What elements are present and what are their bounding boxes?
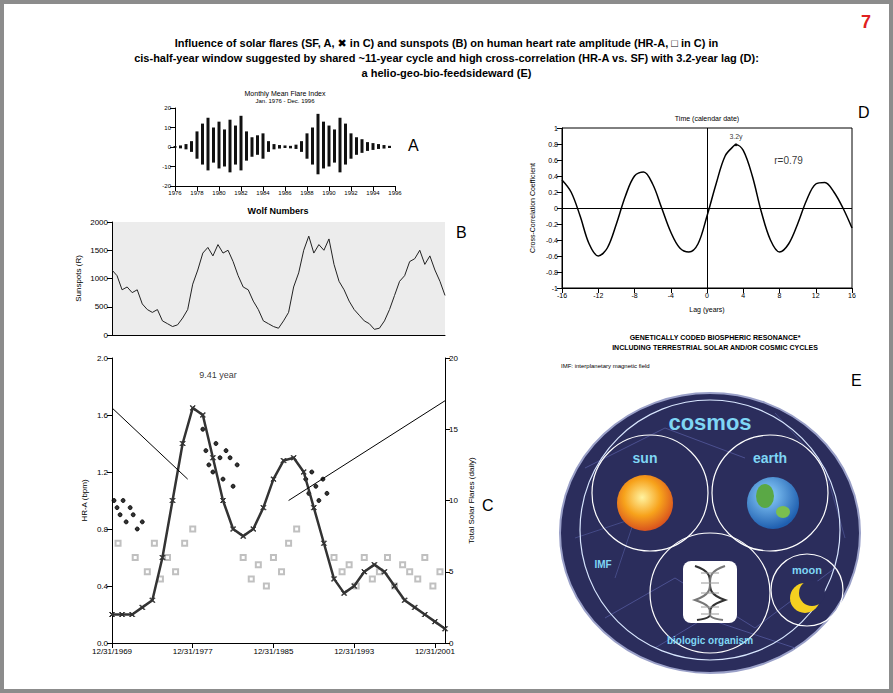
svg-text:1992: 1992: [344, 190, 358, 196]
svg-text:0: 0: [104, 331, 109, 340]
svg-text:0.4: 0.4: [97, 582, 109, 591]
svg-text:-16: -16: [557, 292, 567, 299]
svg-text:1.6: 1.6: [97, 411, 109, 420]
svg-text:12/31/1969: 12/31/1969: [92, 647, 133, 656]
svg-text:A: A: [408, 137, 419, 154]
svg-text:IMF: interplanetary magnetic f: IMF: interplanetary magnetic field: [561, 363, 650, 369]
svg-text:500: 500: [95, 302, 109, 311]
svg-text:2000: 2000: [90, 218, 108, 227]
svg-text:12/31/1985: 12/31/1985: [253, 647, 294, 656]
svg-text:10: 10: [164, 125, 171, 131]
svg-text:16: 16: [848, 292, 856, 299]
svg-text:1996: 1996: [388, 190, 402, 196]
svg-text:D: D: [858, 104, 870, 121]
svg-text:-0.4: -0.4: [546, 237, 558, 244]
svg-text:20: 20: [164, 105, 171, 111]
svg-text:1986: 1986: [278, 190, 292, 196]
svg-text:cosmos: cosmos: [668, 410, 751, 435]
svg-text:r=0.79: r=0.79: [774, 155, 803, 166]
svg-text:1500: 1500: [90, 246, 108, 255]
svg-text:0.8: 0.8: [97, 525, 109, 534]
svg-text:0.8: 0.8: [548, 141, 558, 148]
svg-text:8: 8: [778, 292, 782, 299]
svg-text:0.0: 0.0: [96, 638, 108, 648]
svg-text:1988: 1988: [300, 190, 314, 196]
svg-text:Cross-Correlation Coefficient: Cross-Correlation Coefficient: [529, 163, 536, 253]
svg-text:1990: 1990: [322, 190, 336, 196]
svg-text:12: 12: [812, 292, 820, 299]
svg-text:Jan. 1976 - Dec. 1996: Jan. 1976 - Dec. 1996: [255, 98, 315, 104]
html-text:cis-half-year window suggested: cis-half-year window suggested by shared…: [134, 52, 759, 64]
svg-text:Lag (years): Lag (years): [689, 306, 724, 314]
svg-text:Sunspots (R): Sunspots (R): [74, 255, 83, 302]
svg-text:-0.8: -0.8: [546, 269, 558, 276]
svg-text:moon: moon: [792, 564, 822, 576]
svg-text:1980: 1980: [212, 190, 226, 196]
svg-text:0: 0: [705, 292, 709, 299]
svg-text:earth: earth: [753, 450, 787, 466]
svg-text:-20: -20: [162, 183, 171, 189]
svg-text:1976: 1976: [168, 190, 182, 196]
svg-text:Total Solar Flares (daily): Total Solar Flares (daily): [467, 457, 476, 544]
svg-text:15: 15: [449, 425, 458, 434]
svg-text:9.41 year: 9.41 year: [199, 370, 237, 380]
svg-text:HR-A (bpm): HR-A (bpm): [80, 479, 89, 522]
svg-text:GENETICALLY CODED BIOSPHERIC R: GENETICALLY CODED BIOSPHERIC RESONANCE*: [630, 334, 801, 341]
svg-text:12/31/1993: 12/31/1993: [334, 647, 375, 656]
svg-text:0.2: 0.2: [548, 189, 558, 196]
svg-text:IMF: IMF: [594, 559, 611, 570]
svg-text:1984: 1984: [256, 190, 270, 196]
svg-text:10: 10: [449, 496, 458, 505]
svg-text:-0.6: -0.6: [546, 253, 558, 260]
svg-text:sun: sun: [633, 450, 658, 466]
svg-text:1000: 1000: [90, 274, 108, 283]
html-text:7: 7: [861, 12, 871, 32]
svg-text:biologic organism: biologic organism: [667, 635, 753, 646]
svg-text:0: 0: [168, 144, 172, 150]
svg-text:Wolf Numbers: Wolf Numbers: [248, 206, 309, 216]
svg-text:0.4: 0.4: [548, 173, 558, 180]
html-text:Influence of solar flares (SF,: Influence of solar flares (SF, A, ✖ in C…: [174, 37, 719, 49]
svg-text:5: 5: [449, 567, 454, 576]
svg-text:1.2: 1.2: [97, 468, 109, 477]
svg-text:1982: 1982: [234, 190, 248, 196]
svg-text:20: 20: [449, 354, 458, 363]
svg-text:B: B: [456, 224, 467, 241]
svg-text:1978: 1978: [190, 190, 204, 196]
svg-text:0: 0: [554, 205, 558, 212]
svg-text:1994: 1994: [366, 190, 380, 196]
svg-text:-8: -8: [631, 292, 637, 299]
svg-text:0: 0: [449, 638, 454, 648]
svg-text:-12: -12: [593, 292, 603, 299]
svg-text:12/31/1977: 12/31/1977: [173, 647, 214, 656]
svg-text:INCLUDING TERRESTRIAL SOLAR AN: INCLUDING TERRESTRIAL SOLAR AND/OR COSMI…: [612, 344, 818, 351]
svg-text:1: 1: [554, 125, 558, 132]
svg-text:-4: -4: [668, 292, 674, 299]
svg-text:12/31/2001: 12/31/2001: [415, 647, 456, 656]
svg-text:4: 4: [741, 292, 745, 299]
svg-text:0.6: 0.6: [548, 157, 558, 164]
svg-text:Monthly Mean Flare Index: Monthly Mean Flare Index: [245, 90, 326, 98]
svg-text:C: C: [482, 497, 494, 514]
svg-text:-10: -10: [162, 164, 171, 170]
html-text:a helio-geo-bio-feedsideward (: a helio-geo-bio-feedsideward (E): [361, 67, 532, 79]
svg-text:Time (calendar date): Time (calendar date): [675, 115, 739, 123]
svg-text:-0.2: -0.2: [546, 221, 558, 228]
svg-text:3.2y: 3.2y: [729, 133, 743, 141]
svg-text:2.0: 2.0: [97, 354, 109, 363]
svg-text:E: E: [851, 372, 862, 389]
svg-text:-1: -1: [552, 285, 558, 292]
